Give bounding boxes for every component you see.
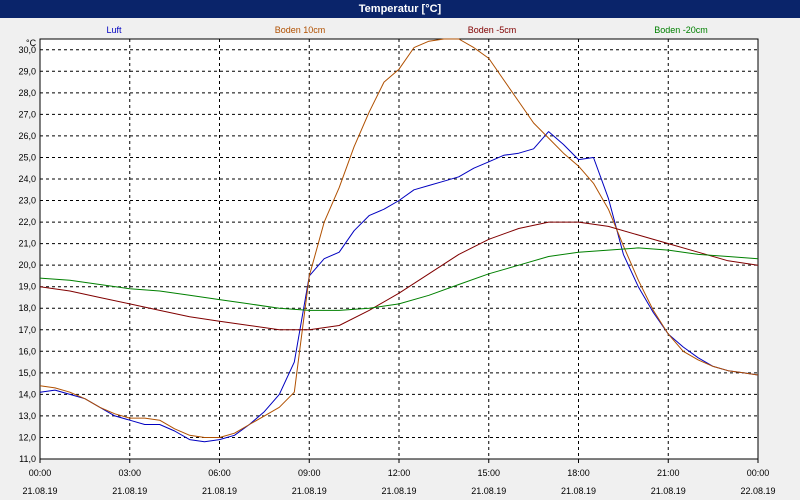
window-title: Temperatur [°C] xyxy=(0,0,800,18)
y-tick-label: 11,0 xyxy=(19,454,36,464)
x-tick-time: 18:00 xyxy=(567,468,590,478)
y-tick-label: 29,0 xyxy=(18,66,36,76)
grid xyxy=(40,39,758,460)
y-tick-label: 23,0 xyxy=(18,196,36,206)
x-tick-date: 21.08.19 xyxy=(651,486,686,496)
series-lines xyxy=(39,38,759,443)
y-tick-label: 24,0 xyxy=(18,174,36,184)
y-tick-label: 15,0 xyxy=(18,368,36,378)
x-tick-time: 00:00 xyxy=(29,468,52,478)
series-line-2 xyxy=(39,221,759,331)
legend-entry: Boden 10cm xyxy=(275,25,326,35)
y-tick-label: 14,0 xyxy=(18,389,36,399)
x-tick-date: 21.08.19 xyxy=(561,486,596,496)
x-tick-date: 21.08.19 xyxy=(112,486,147,496)
x-tick-date: 21.08.19 xyxy=(202,486,237,496)
y-tick-label: 27,0 xyxy=(18,109,36,119)
y-tick-label: 16,0 xyxy=(18,346,36,356)
x-tick-time: 00:00 xyxy=(747,468,770,478)
temperature-chart: Luft Boden 10cm Boden -5cm Boden -20cm °C 1… xyxy=(18,25,776,496)
y-tick-label: 30,0 xyxy=(18,45,36,55)
y-tick-label: 20,0 xyxy=(18,260,36,270)
x-tick-time: 21:00 xyxy=(657,468,680,478)
series-line-1 xyxy=(39,38,759,438)
y-tick-label: 12,0 xyxy=(18,432,36,442)
legend: Luft Boden 10cm Boden -5cm Boden -20cm xyxy=(106,25,707,35)
x-tick-date: 21.08.19 xyxy=(471,486,506,496)
y-tick-label: 25,0 xyxy=(18,152,36,162)
y-tick-label: 19,0 xyxy=(18,282,36,292)
y-tick-label: 22,0 xyxy=(18,217,36,227)
series-line-3 xyxy=(39,247,759,311)
y-tick-label: 28,0 xyxy=(18,88,36,98)
y-tick-label: 26,0 xyxy=(18,131,36,141)
y-tick-label: 17,0 xyxy=(18,325,36,335)
y-tick-label: 21,0 xyxy=(18,239,36,249)
legend-entry: Boden -5cm xyxy=(468,25,517,35)
x-tick-time: 03:00 xyxy=(118,468,141,478)
x-tick-date: 21.08.19 xyxy=(22,486,57,496)
legend-entry: Boden -20cm xyxy=(654,25,708,35)
y-tick-label: 13,0 xyxy=(18,411,36,421)
x-axis-ticks: 00:00 21.08.19 03:00 21.08.19 06:00 21.08.19 0… xyxy=(22,459,776,496)
x-tick-time: 06:00 xyxy=(208,468,231,478)
x-tick-date: 22.08.19 xyxy=(740,486,775,496)
legend-entry: Luft xyxy=(106,25,122,35)
series-line-0 xyxy=(39,131,759,443)
y-axis-ticks: 11,0 12,0 13,0 14,0 15,0 16,0 17,0 18,0 19,0 20,0… xyxy=(18,45,36,464)
x-tick-date: 21.08.19 xyxy=(292,486,327,496)
x-tick-time: 09:00 xyxy=(298,468,321,478)
x-tick-time: 12:00 xyxy=(388,468,411,478)
x-tick-time: 15:00 xyxy=(477,468,500,478)
y-tick-label: 18,0 xyxy=(18,303,36,313)
y-unit-label: °C xyxy=(26,38,37,48)
x-tick-date: 21.08.19 xyxy=(381,486,416,496)
